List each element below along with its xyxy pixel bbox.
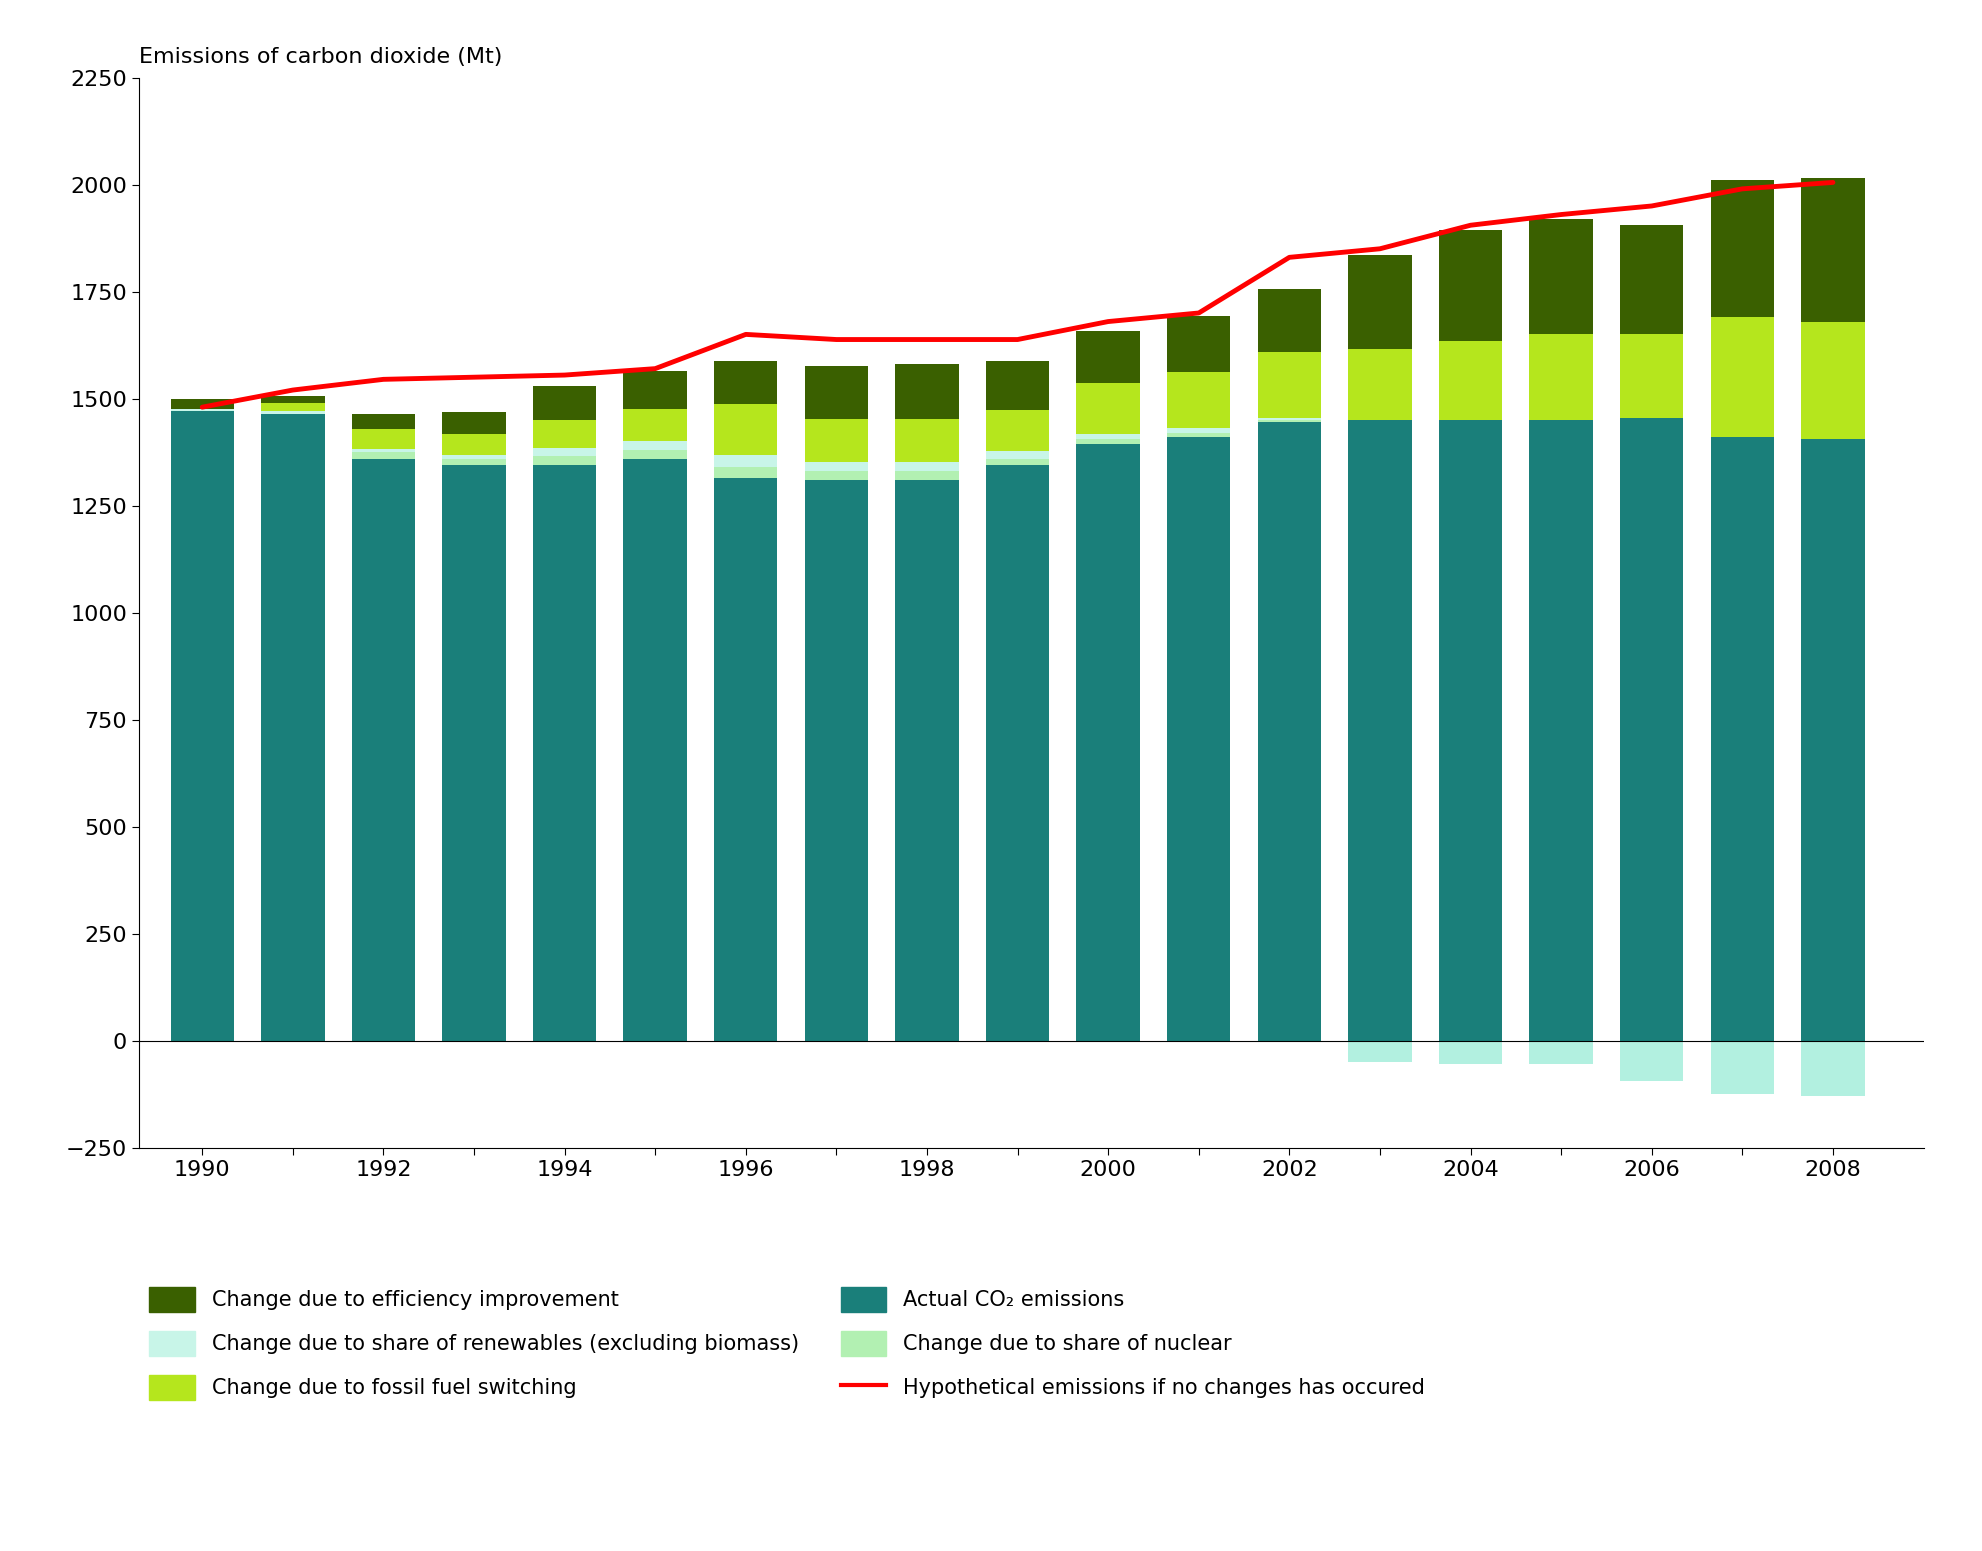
- Bar: [1257, 420, 1320, 422]
- Bar: [1800, 321, 1863, 439]
- Bar: [894, 363, 957, 419]
- Bar: [1076, 439, 1140, 444]
- Bar: [1076, 383, 1140, 434]
- Bar: [1257, 290, 1320, 352]
- Bar: [1710, 437, 1774, 1041]
- Bar: [622, 459, 686, 1041]
- Bar: [1257, 352, 1320, 417]
- Bar: [1076, 444, 1140, 1041]
- Bar: [1439, 230, 1502, 341]
- Bar: [805, 462, 868, 472]
- Bar: [714, 403, 777, 454]
- Bar: [351, 459, 414, 1041]
- Bar: [985, 451, 1048, 459]
- Bar: [533, 456, 597, 465]
- Bar: [170, 399, 234, 409]
- Bar: [1710, 1041, 1774, 1095]
- Bar: [985, 361, 1048, 409]
- Bar: [533, 448, 597, 456]
- Bar: [985, 459, 1048, 465]
- Bar: [894, 462, 957, 472]
- Bar: [1348, 349, 1411, 420]
- Bar: [1619, 225, 1683, 335]
- Bar: [1167, 437, 1231, 1041]
- Legend: Change due to efficiency improvement, Change due to share of renewables (excludi: Change due to efficiency improvement, Ch…: [149, 1287, 1425, 1401]
- Bar: [1076, 434, 1140, 439]
- Bar: [714, 467, 777, 478]
- Bar: [1800, 439, 1863, 1041]
- Bar: [1619, 1041, 1683, 1081]
- Bar: [622, 450, 686, 459]
- Bar: [262, 411, 325, 414]
- Bar: [1439, 341, 1502, 420]
- Bar: [442, 465, 505, 1041]
- Bar: [533, 420, 597, 448]
- Bar: [170, 411, 234, 1041]
- Bar: [1528, 1041, 1592, 1064]
- Bar: [533, 386, 597, 420]
- Bar: [985, 409, 1048, 451]
- Bar: [985, 465, 1048, 1041]
- Bar: [442, 434, 505, 454]
- Bar: [1439, 1041, 1502, 1064]
- Bar: [442, 413, 505, 434]
- Bar: [894, 472, 957, 479]
- Bar: [1348, 1041, 1411, 1062]
- Bar: [1348, 256, 1411, 349]
- Bar: [262, 403, 325, 411]
- Bar: [1257, 422, 1320, 1041]
- Bar: [1076, 332, 1140, 383]
- Bar: [714, 361, 777, 403]
- Bar: [805, 419, 868, 462]
- Bar: [351, 414, 414, 430]
- Bar: [1619, 417, 1683, 1041]
- Bar: [262, 414, 325, 1041]
- Bar: [805, 472, 868, 479]
- Bar: [805, 366, 868, 419]
- Bar: [1800, 1041, 1863, 1097]
- Bar: [894, 419, 957, 462]
- Bar: [1528, 420, 1592, 1041]
- Bar: [262, 397, 325, 403]
- Bar: [805, 479, 868, 1041]
- Bar: [1257, 417, 1320, 420]
- Bar: [442, 454, 505, 459]
- Bar: [1167, 372, 1231, 428]
- Bar: [442, 459, 505, 465]
- Bar: [1528, 219, 1592, 335]
- Bar: [1439, 420, 1502, 1041]
- Bar: [533, 465, 597, 1041]
- Bar: [1167, 316, 1231, 372]
- Bar: [1800, 178, 1863, 321]
- Bar: [351, 430, 414, 448]
- Bar: [170, 409, 234, 411]
- Bar: [1710, 318, 1774, 437]
- Bar: [894, 479, 957, 1041]
- Bar: [714, 478, 777, 1041]
- Bar: [1528, 335, 1592, 420]
- Bar: [351, 448, 414, 453]
- Text: Emissions of carbon dioxide (Mt): Emissions of carbon dioxide (Mt): [139, 47, 501, 67]
- Bar: [1167, 433, 1231, 437]
- Bar: [1619, 335, 1683, 417]
- Bar: [622, 442, 686, 450]
- Bar: [622, 371, 686, 409]
- Bar: [1167, 428, 1231, 433]
- Bar: [622, 409, 686, 442]
- Bar: [714, 454, 777, 467]
- Bar: [1710, 180, 1774, 318]
- Bar: [1348, 420, 1411, 1041]
- Bar: [351, 453, 414, 459]
